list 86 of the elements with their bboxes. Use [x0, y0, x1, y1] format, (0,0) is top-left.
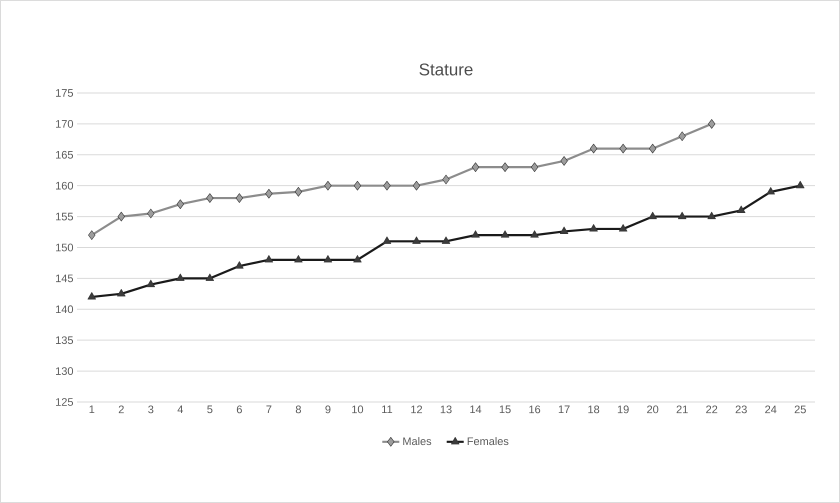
- x-tick-label: 7: [266, 406, 272, 414]
- point: [176, 274, 185, 281]
- point: [472, 162, 480, 172]
- y-tick-label: 125: [56, 398, 74, 406]
- point: [88, 230, 96, 240]
- point: [442, 236, 450, 244]
- point: [737, 206, 746, 213]
- x-tick-label: 21: [676, 406, 688, 414]
- point: [412, 236, 421, 244]
- point: [147, 208, 154, 218]
- point: [530, 162, 538, 172]
- point: [678, 212, 686, 220]
- x-tick-label: 24: [765, 406, 776, 414]
- point: [264, 255, 274, 262]
- y-tick-label: 155: [56, 212, 74, 220]
- x-tick-label: 9: [325, 406, 330, 414]
- chart-title: Stature: [419, 63, 473, 76]
- y-tick-label: 160: [56, 182, 74, 190]
- y-tick-label: 170: [56, 120, 74, 128]
- x-tick-label: 10: [352, 406, 364, 414]
- point: [530, 230, 539, 238]
- point: [118, 212, 125, 222]
- x-tick-label: 1: [90, 406, 94, 414]
- x-tick-label: 13: [440, 406, 452, 414]
- point: [678, 131, 686, 142]
- y-tick-label: 140: [56, 305, 74, 314]
- x-tick-label: 23: [736, 406, 747, 414]
- point: [353, 255, 362, 262]
- point: [500, 230, 510, 238]
- x-tick-label: 2: [118, 406, 124, 414]
- point: [442, 174, 450, 184]
- x-tick-label: 8: [296, 406, 301, 414]
- x-tick-label: 11: [382, 406, 392, 414]
- x-tick-label: 17: [558, 406, 570, 414]
- point: [294, 187, 302, 197]
- point: [294, 255, 303, 262]
- legend-label: Females: [468, 437, 508, 446]
- point: [471, 230, 480, 238]
- point: [412, 180, 420, 190]
- x-tick-label: 6: [236, 406, 242, 414]
- point: [708, 119, 716, 129]
- y-tick-label: 130: [56, 367, 74, 375]
- point: [560, 156, 568, 166]
- point: [265, 188, 273, 199]
- x-tick-label: 15: [500, 406, 511, 414]
- point: [176, 199, 184, 210]
- point: [648, 212, 657, 220]
- y-tick-label: 165: [56, 150, 74, 159]
- point: [235, 261, 244, 269]
- point: [88, 292, 96, 300]
- point: [707, 212, 716, 220]
- x-tick-label: 14: [470, 406, 482, 414]
- y-tick-label: 150: [56, 244, 74, 252]
- point: [590, 144, 598, 154]
- point: [560, 226, 568, 234]
- point: [324, 255, 332, 262]
- x-tick-label: 3: [148, 406, 154, 414]
- x-tick-label: 19: [618, 406, 629, 414]
- legend-label: Males: [403, 437, 432, 446]
- point: [589, 224, 598, 232]
- point: [324, 180, 332, 190]
- point: [206, 274, 214, 281]
- point: [146, 280, 156, 288]
- point: [501, 162, 509, 172]
- x-tick-label: 4: [178, 406, 184, 414]
- y-tick-label: 135: [56, 336, 74, 344]
- x-tick-label: 20: [647, 406, 658, 414]
- point: [354, 180, 362, 190]
- point: [766, 187, 775, 194]
- point: [383, 180, 391, 190]
- point: [236, 193, 244, 203]
- point: [206, 193, 214, 203]
- x-tick-label: 16: [529, 406, 540, 414]
- point: [117, 289, 126, 296]
- x-tick-label: 5: [207, 406, 212, 414]
- x-tick-label: 18: [588, 406, 600, 414]
- point: [796, 180, 804, 188]
- point: [382, 236, 392, 244]
- y-tick-label: 145: [56, 274, 74, 282]
- x-tick-label: 22: [706, 406, 718, 414]
- x-tick-label: 12: [411, 406, 422, 414]
- point: [619, 144, 627, 154]
- y-tick-label: 175: [56, 89, 74, 97]
- x-tick-label: 25: [794, 406, 806, 414]
- point: [648, 144, 656, 154]
- point: [618, 224, 628, 232]
